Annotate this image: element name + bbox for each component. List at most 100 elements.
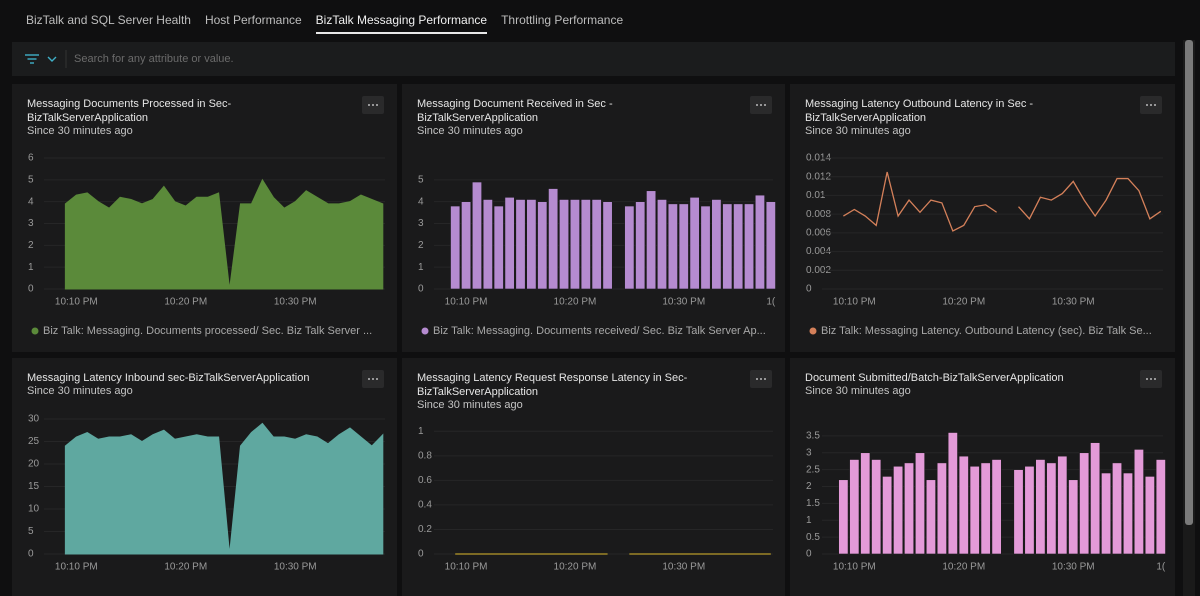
bar — [656, 199, 667, 290]
menu-dot[interactable] — [1150, 378, 1152, 380]
x-tick-label: 10:20 PM — [164, 297, 207, 308]
menu-dot[interactable] — [1146, 104, 1148, 106]
x-tick-label: 10:10 PM — [833, 297, 876, 308]
legend-swatch — [31, 327, 39, 335]
bar — [744, 203, 755, 290]
y-tick-label: 3.5 — [806, 431, 820, 442]
panel-subtitle: Since 30 minutes ago — [417, 125, 523, 137]
y-tick-label: 0.006 — [806, 227, 831, 238]
chart-panel: Document Submitted/Batch-BizTalkServerAp… — [790, 358, 1175, 596]
bar — [733, 203, 744, 290]
panel-title-line: BizTalkServerApplication — [27, 112, 149, 124]
bar — [958, 455, 969, 555]
tab[interactable]: Host Performance — [204, 13, 302, 27]
y-tick-label: 25 — [28, 436, 40, 447]
menu-dot[interactable] — [368, 378, 370, 380]
bar — [504, 197, 515, 290]
menu-dot[interactable] — [372, 378, 374, 380]
menu-dot[interactable] — [372, 104, 374, 106]
y-tick-label: 1.5 — [806, 498, 820, 509]
chart-panel: Messaging Documents Processed in Sec- Biz… — [12, 84, 397, 352]
x-tick-label: 10:10 PM — [445, 562, 488, 573]
y-tick-label: 2.5 — [806, 464, 820, 475]
tab[interactable]: Throttling Performance — [501, 13, 624, 27]
bar — [765, 201, 776, 290]
menu-dot[interactable] — [760, 104, 762, 106]
bar — [936, 462, 947, 555]
y-tick-label: 2 — [28, 240, 34, 251]
menu-dot[interactable] — [756, 104, 758, 106]
panel-title: Messaging Latency Request Response Laten… — [417, 371, 687, 399]
y-tick-label: 1 — [806, 515, 812, 526]
y-tick-label: 20 — [28, 459, 40, 470]
chart-panel: Messaging Latency Outbound Latency in Se… — [790, 84, 1175, 352]
bar — [1090, 442, 1101, 555]
y-tick-label: 2 — [806, 481, 812, 492]
bar — [526, 199, 537, 290]
bar — [838, 479, 849, 555]
y-tick-label: 6 — [28, 153, 34, 164]
search-placeholder[interactable]: Search for any attribute or value. — [74, 53, 234, 65]
bar — [471, 181, 482, 290]
bar — [1013, 469, 1024, 555]
chart-panel: Messaging Latency Request Response Laten… — [402, 358, 785, 596]
x-tick-label: 10:30 PM — [274, 297, 317, 308]
menu-dot[interactable] — [1154, 104, 1156, 106]
y-tick-label: 0 — [28, 284, 34, 295]
menu-dot[interactable] — [368, 104, 370, 106]
y-tick-label: 5 — [28, 174, 34, 185]
bar — [1046, 462, 1057, 555]
bar — [1068, 479, 1079, 555]
y-tick-label: 0.4 — [418, 500, 432, 511]
bar — [1101, 472, 1112, 555]
menu-dot[interactable] — [1146, 378, 1148, 380]
bar — [1144, 476, 1155, 555]
y-tick-label: 0.014 — [806, 153, 831, 164]
bar — [893, 465, 904, 555]
menu-dot[interactable] — [764, 104, 766, 106]
y-tick-label: 30 — [28, 414, 40, 425]
y-tick-label: 0 — [418, 284, 424, 295]
bar — [1122, 472, 1133, 555]
bar — [754, 194, 765, 290]
scrollbar[interactable] — [1183, 40, 1195, 596]
scroll-thumb[interactable] — [1185, 40, 1193, 525]
x-tick-label: 10:10 PM — [833, 562, 876, 573]
menu-dot[interactable] — [756, 378, 758, 380]
bar — [1112, 462, 1123, 555]
legend-swatch — [421, 327, 429, 335]
menu-dot[interactable] — [764, 378, 766, 380]
menu-dot[interactable] — [760, 378, 762, 380]
y-tick-label: 4 — [28, 196, 34, 207]
bar — [667, 203, 678, 290]
menu-dot[interactable] — [376, 104, 378, 106]
menu-dot[interactable] — [376, 378, 378, 380]
search-bar[interactable]: Search for any attribute or value. — [12, 42, 1175, 76]
tab[interactable]: BizTalk and SQL Server Health — [26, 13, 191, 27]
chart-panel: Messaging Latency Inbound sec-BizTalkSer… — [12, 358, 397, 596]
bar — [947, 432, 958, 555]
filter-icon[interactable] — [12, 42, 82, 76]
y-tick-label: 3 — [806, 447, 812, 458]
chart: 0 0.5 1 1.5 2 2.5 3 3.5 10:10 PM 10:20 PM 10:30 PM… — [806, 370, 1166, 573]
tab[interactable]: BizTalk Messaging Performance — [315, 10, 488, 34]
panel-title-line: BizTalkServerApplication — [417, 112, 539, 124]
bar — [904, 462, 915, 555]
y-tick-label: 0 — [28, 549, 34, 560]
x-tick-label: 10:30 PM — [1052, 562, 1095, 573]
panel-title-line: Messaging Document Received in Sec - — [417, 98, 613, 110]
bar — [1057, 455, 1068, 555]
panel-subtitle: Since 30 minutes ago — [27, 385, 133, 397]
bar — [515, 199, 526, 290]
bar — [1024, 465, 1035, 555]
y-tick-label: 0.5 — [806, 532, 820, 543]
x-tick-label: 10:20 PM — [942, 297, 985, 308]
bar — [882, 476, 893, 555]
bar — [871, 459, 882, 555]
bar — [1133, 449, 1144, 555]
panel-title-line: Messaging Latency Inbound sec-BizTalkSer… — [27, 372, 310, 384]
bar — [624, 205, 635, 290]
menu-dot[interactable] — [1154, 378, 1156, 380]
area — [64, 422, 384, 555]
menu-dot[interactable] — [1150, 104, 1152, 106]
